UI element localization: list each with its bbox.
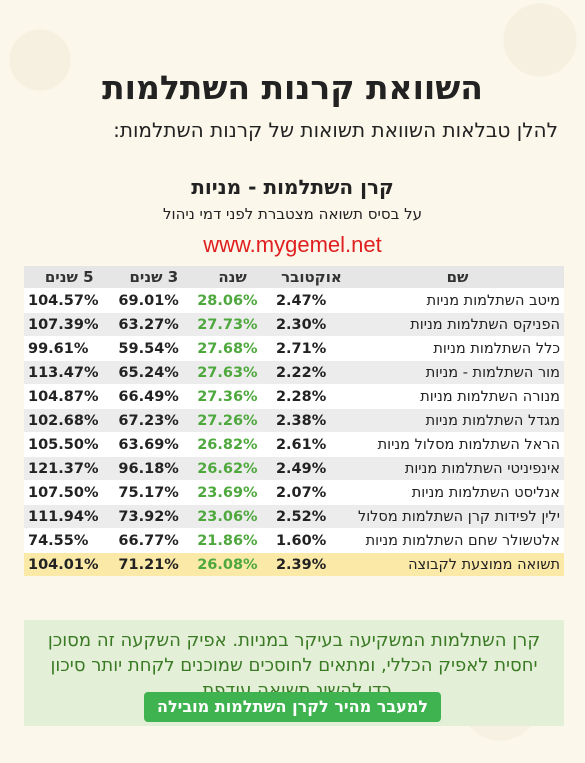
cell-three-years: 75.17%	[114, 480, 194, 505]
table-row: אנליסט השתלמות מניות 2.07% 23.69% 75.17% 107…	[24, 480, 564, 505]
table-subtitle: על בסיס תשואה מצטברת לפני דמי ניהול	[163, 205, 422, 223]
cell-year: 23.06%	[193, 504, 272, 529]
cell-october: 2.38%	[271, 408, 351, 433]
cell-five-years: 74.55%	[24, 528, 115, 553]
cell-year: 27.36%	[193, 384, 272, 409]
cell-year: 26.82%	[193, 432, 272, 457]
cell-name: תשואה ממוצעת לקבוצה	[351, 552, 564, 576]
cell-october: 2.49%	[271, 456, 351, 481]
table-title: קרן השתלמות - מניות	[191, 175, 394, 199]
cell-five-years: 113.47%	[24, 360, 115, 385]
page-title: השוואת קרנות השתלמות	[102, 68, 483, 107]
cell-three-years: 73.92%	[114, 504, 194, 529]
cell-year: 28.06%	[193, 288, 272, 313]
table-row: הראל השתלמות מסלול מניות 2.61% 26.82% 63.69…	[24, 432, 564, 457]
funds-table: שם אוקטובר שנה 3 שנים 5 שנים מיטב השתלמו…	[24, 266, 564, 576]
cell-year: 27.63%	[193, 360, 272, 385]
cell-name: אלטשולר שחם השתלמות מניות	[351, 528, 564, 553]
cell-year: 27.73%	[193, 312, 272, 337]
cell-five-years: 102.68%	[24, 408, 115, 433]
cell-five-years: 107.50%	[24, 480, 115, 505]
info-text: קרן השתלמות המשקיעה בעיקר במניות. אפיק ה…	[47, 630, 541, 701]
cell-october: 2.30%	[271, 312, 351, 337]
table-row: אלטשולר שחם השתלמות מניות 1.60% 21.86% 66.7…	[24, 528, 564, 553]
table-row: מנורה השתלמות מניות 2.28% 27.36% 66.49% 104.…	[24, 384, 564, 409]
cell-three-years: 69.01%	[114, 288, 194, 313]
cell-name: אנליסט השתלמות מניות	[351, 480, 564, 505]
cell-three-years: 67.23%	[114, 408, 194, 433]
table-row: מיטב השתלמות מניות 2.47% 28.06% 69.01% 104.5…	[24, 288, 564, 313]
cell-name: מגדל השתלמות מניות	[351, 408, 564, 433]
cell-five-years: 105.50%	[24, 432, 115, 457]
column-header-five-years: 5 שנים	[24, 266, 115, 289]
column-header-name: שם	[351, 266, 564, 289]
cell-name: מיטב השתלמות מניות	[351, 288, 564, 313]
table-row: הפניקס השתלמות מניות 2.30% 27.73% 63.27% 107…	[24, 312, 564, 337]
cell-three-years: 65.24%	[114, 360, 194, 385]
cell-october: 2.28%	[271, 384, 351, 409]
table-row: מגדל השתלמות מניות 2.38% 27.26% 67.23% 102.6…	[24, 408, 564, 433]
cell-october: 2.07%	[271, 480, 351, 505]
funds-table-body: מיטב השתלמות מניות 2.47% 28.06% 69.01% 104.5…	[24, 288, 564, 576]
column-header-three-years: 3 שנים	[114, 266, 194, 289]
cell-name: מנורה השתלמות מניות	[351, 384, 564, 409]
cell-three-years: 71.21%	[114, 552, 194, 576]
cell-name: הפניקס השתלמות מניות	[351, 312, 564, 337]
cell-five-years: 99.61%	[24, 336, 115, 361]
cell-year: 21.86%	[193, 528, 272, 553]
page-subtitle: להלן טבלאות השוואת תשואות של קרנות השתלמ…	[113, 118, 558, 142]
cell-name: הראל השתלמות מסלול מניות	[351, 432, 564, 457]
table-row: מור השתלמות - מניות 2.22% 27.63% 65.24% 113.…	[24, 360, 564, 385]
leading-fund-button[interactable]: למעבר מהיר לקרן השתלמות מובילה	[144, 692, 441, 722]
cell-three-years: 66.49%	[114, 384, 194, 409]
cell-october: 2.47%	[271, 288, 351, 313]
cell-five-years: 111.94%	[24, 504, 115, 529]
cell-three-years: 96.18%	[114, 456, 194, 481]
table-row: כלל השתלמות מניות 2.71% 27.68% 59.54% 99.61%	[24, 336, 564, 361]
table-row: ילין לפידות קרן השתלמות מסלול 2.52% 23.06%…	[24, 504, 564, 529]
site-url[interactable]: www.mygemel.net	[203, 232, 382, 257]
cell-october: 2.71%	[271, 336, 351, 361]
cell-five-years: 104.57%	[24, 288, 115, 313]
cell-october: 2.39%	[271, 552, 351, 576]
cell-year: 26.08%	[193, 552, 272, 576]
cell-october: 2.52%	[271, 504, 351, 529]
cell-name: ילין לפידות קרן השתלמות מסלול	[351, 504, 564, 529]
cell-three-years: 63.27%	[114, 312, 194, 337]
cell-name: מור השתלמות - מניות	[351, 360, 564, 385]
cell-five-years: 104.87%	[24, 384, 115, 409]
column-header-october: אוקטובר	[271, 266, 351, 289]
cell-three-years: 66.77%	[114, 528, 194, 553]
table-row: אינפיניטי השתלמות מניות 2.49% 26.62% 96.18%…	[24, 456, 564, 481]
cell-three-years: 63.69%	[114, 432, 194, 457]
cell-five-years: 104.01%	[24, 552, 115, 576]
cell-october: 1.60%	[271, 528, 351, 553]
cell-year: 27.68%	[193, 336, 272, 361]
table-header-row: שם אוקטובר שנה 3 שנים 5 שנים	[24, 266, 564, 289]
cell-name: אינפיניטי השתלמות מניות	[351, 456, 564, 481]
cell-year: 27.26%	[193, 408, 272, 433]
average-row: תשואה ממוצעת לקבוצה 2.39% 26.08% 71.21% 104.…	[24, 552, 564, 576]
cell-name: כלל השתלמות מניות	[351, 336, 564, 361]
cell-three-years: 59.54%	[114, 336, 194, 361]
cell-october: 2.22%	[271, 360, 351, 385]
column-header-year: שנה	[193, 266, 272, 289]
cell-five-years: 107.39%	[24, 312, 115, 337]
cell-year: 26.62%	[193, 456, 272, 481]
cell-five-years: 121.37%	[24, 456, 115, 481]
cell-october: 2.61%	[271, 432, 351, 457]
cell-year: 23.69%	[193, 480, 272, 505]
